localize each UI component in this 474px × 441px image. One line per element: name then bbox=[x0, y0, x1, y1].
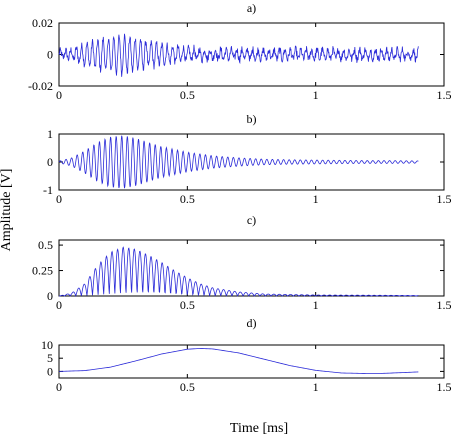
x-tick-label: 1 bbox=[313, 298, 319, 312]
signal-trace bbox=[58, 33, 419, 77]
y-tick-label: 0 bbox=[47, 155, 53, 169]
panel-label: b) bbox=[247, 112, 257, 126]
chart-panel-2: b)0 0.5 1 1.5-101 bbox=[43, 112, 452, 206]
y-tick-label: 1 bbox=[47, 127, 53, 141]
x-tick-label: 0 bbox=[56, 298, 62, 312]
y-tick-label: -0.02 bbox=[28, 79, 53, 93]
signal-trace bbox=[58, 348, 419, 374]
panel-label: d) bbox=[247, 316, 257, 330]
x-tick-label: 0 bbox=[56, 192, 62, 206]
y-tick-label: 0 bbox=[47, 48, 53, 62]
y-tick-label: 0.02 bbox=[32, 16, 53, 30]
y-axis-title: Amplitude [V] bbox=[0, 169, 14, 252]
x-axis-title: Time [ms] bbox=[230, 421, 288, 436]
y-tick-label: 5 bbox=[47, 351, 53, 365]
x-tick-label: 1 bbox=[313, 88, 319, 102]
x-tick-label: 0.5 bbox=[180, 88, 195, 102]
x-tick-label: 1.5 bbox=[437, 88, 452, 102]
x-tick-label: 1.5 bbox=[437, 380, 452, 394]
x-tick-label: 0.5 bbox=[180, 298, 195, 312]
x-tick-label: 0 bbox=[56, 88, 62, 102]
x-tick-label: 1.5 bbox=[437, 192, 452, 206]
x-tick-label: 0.5 bbox=[180, 380, 195, 394]
panel-label: c) bbox=[247, 213, 256, 227]
y-tick-label: 0 bbox=[47, 289, 53, 303]
signal-trace bbox=[58, 246, 419, 298]
panel-label: a) bbox=[247, 1, 256, 15]
y-tick-label: -1 bbox=[43, 183, 53, 197]
x-tick-label: 0.5 bbox=[180, 192, 195, 206]
x-tick-label: 1 bbox=[313, 380, 319, 394]
signal-trace bbox=[58, 135, 419, 189]
plot-area bbox=[58, 344, 445, 379]
y-tick-label: 0.25 bbox=[32, 264, 53, 278]
y-tick-label: 10 bbox=[41, 338, 53, 352]
x-tick-label: 1.5 bbox=[437, 298, 452, 312]
plot-area bbox=[58, 239, 445, 297]
x-tick-label: 0 bbox=[56, 380, 62, 394]
chart-panel-3: c) 0 0.5 1 1.5 0 0.25 0.5 bbox=[32, 213, 452, 312]
y-tick-label: 0 bbox=[47, 364, 53, 378]
x-tick-label: 1 bbox=[313, 192, 319, 206]
y-tick-label: 0.5 bbox=[38, 238, 53, 252]
